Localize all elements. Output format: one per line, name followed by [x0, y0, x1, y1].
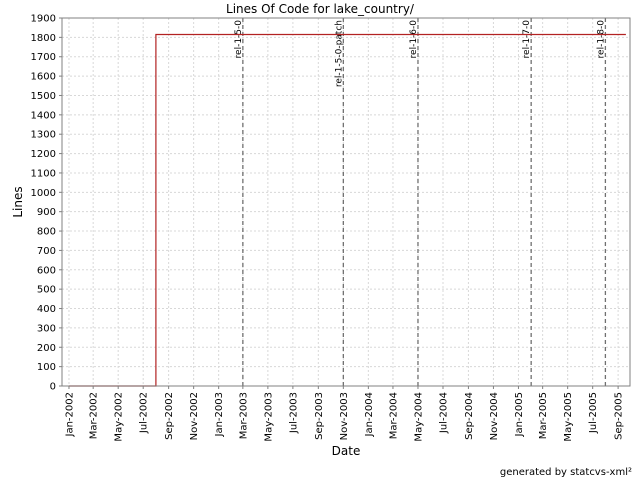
x-tick-label: Sep-2002	[164, 392, 175, 440]
y-tick-label: 1800	[31, 33, 56, 44]
y-tick-label: 1200	[31, 149, 56, 160]
release-marker-label: rel-1-5-0	[234, 20, 244, 59]
x-tick-label: Mar-2005	[538, 392, 549, 439]
y-tick-label: 900	[37, 207, 56, 218]
chart-title: Lines Of Code for lake_country/	[226, 2, 415, 16]
y-tick-label: 1300	[31, 130, 56, 141]
x-tick-label: May-2002	[114, 392, 125, 442]
x-tick-label: Jan-2004	[364, 392, 375, 437]
y-tick-label: 500	[37, 285, 56, 296]
y-tick-label: 1500	[31, 91, 56, 102]
y-tick-label: 400	[37, 304, 56, 315]
x-tick-label: Nov-2003	[339, 392, 350, 440]
release-markers: rel-1-5-0 rel-1-5-0-patch rel-1-6-0 rel-1-7…	[234, 18, 606, 386]
y-tick-label: 700	[37, 246, 56, 257]
x-axis-ticks: Jan-2002 Mar-2002 May-2002 Jul-2002 Sep-2002…	[64, 386, 625, 442]
y-tick-label: 1400	[31, 110, 56, 121]
y-tick-label: 200	[37, 343, 56, 354]
x-tick-label: Mar-2003	[238, 392, 249, 439]
y-tick-label: 1000	[31, 188, 56, 199]
plot-frame	[61, 17, 631, 387]
x-tick-label: Jul-2002	[139, 392, 150, 434]
x-tick-label: Jul-2004	[438, 392, 449, 434]
x-tick-label: Nov-2004	[489, 392, 500, 440]
y-axis-ticks: 0 100 200 300 400 500 600 700 800 900 1000 1100 1200…	[31, 14, 62, 393]
release-marker-label: rel-1-6-0	[409, 20, 419, 59]
x-tick-label: Jul-2003	[288, 392, 299, 434]
y-tick-label: 1100	[31, 168, 56, 179]
release-marker-label: rel-1-5-0-patch	[334, 20, 344, 87]
x-tick-label: Jan-2003	[214, 392, 225, 437]
y-tick-label: 0	[50, 382, 56, 393]
release-marker-label: rel-1-8-0	[596, 20, 606, 59]
x-tick-label: Sep-2003	[314, 392, 325, 440]
x-axis-label: Date	[332, 444, 361, 458]
y-tick-label: 300	[37, 323, 56, 334]
y-tick-label: 1700	[31, 52, 56, 63]
grid	[62, 17, 630, 387]
y-tick-label: 600	[37, 265, 56, 276]
y-tick-label: 1600	[31, 72, 56, 83]
y-tick-label: 100	[37, 362, 56, 373]
x-tick-label: Mar-2004	[388, 392, 399, 439]
x-tick-label: May-2004	[413, 392, 424, 442]
x-tick-label: May-2003	[263, 392, 274, 442]
x-tick-label: Jan-2005	[514, 392, 525, 437]
y-tick-label: 1900	[31, 14, 56, 25]
x-tick-label: Mar-2002	[89, 392, 100, 439]
y-tick-label: 800	[37, 227, 56, 238]
x-tick-label: Jan-2002	[64, 392, 75, 437]
y-axis-label: Lines	[11, 186, 25, 217]
x-tick-label: Nov-2002	[189, 392, 200, 440]
x-tick-label: Jul-2005	[588, 392, 599, 434]
x-tick-label: Sep-2004	[464, 392, 475, 440]
footer-text: generated by statcvs-xml²	[500, 467, 632, 478]
x-tick-label: Sep-2005	[614, 392, 625, 440]
release-marker-label: rel-1-7-0	[522, 20, 532, 59]
x-tick-label: May-2005	[563, 392, 574, 442]
